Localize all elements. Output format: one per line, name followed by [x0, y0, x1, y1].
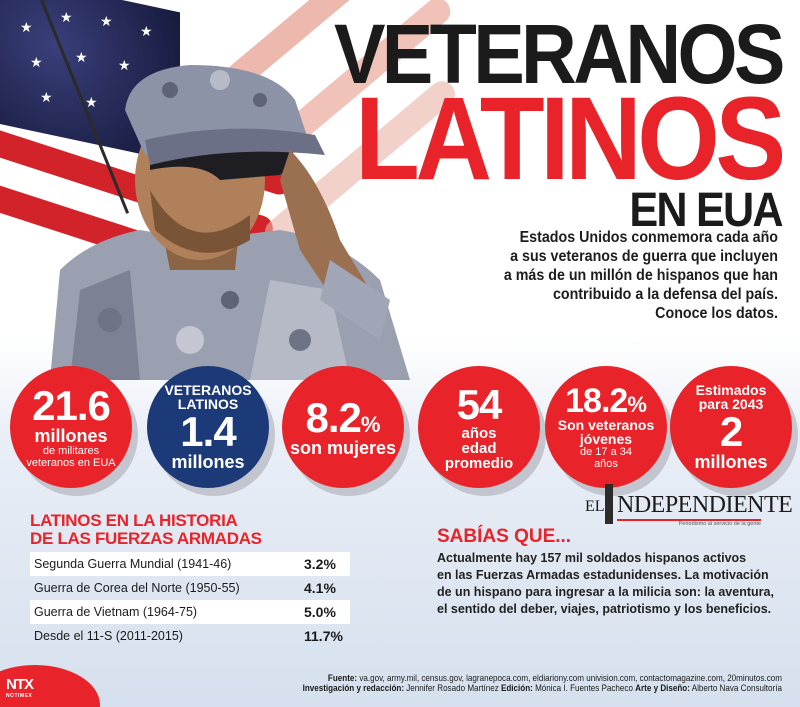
history-table: Segunda Guerra Mundial (1941-46) 3.2% Gu… [30, 552, 350, 648]
stat-young-veterans: 18.2% Son veteranos jóvenes de 17 a 34 a… [545, 366, 667, 488]
stat-estimate-2043: Estimados para 2043 2 millones [670, 366, 792, 488]
monument-icon [605, 484, 613, 524]
notimex-logo: NTX [6, 676, 34, 693]
title-line-1: VETERANOS [334, 7, 785, 101]
table-row: Guerra de Vietnam (1964-75) 5.0% [30, 600, 350, 624]
title-block: VETERANOS LATINOS EN EUA [295, 7, 786, 237]
stat-women: 8.2% son mujeres [282, 366, 404, 488]
history-title: LATINOS EN LA HISTORIA DE LAS FUERZAS AR… [30, 511, 262, 548]
soldier-saluting-illustration [50, 65, 410, 380]
title-line-2: LATINOS [355, 73, 786, 205]
el-independiente-logo: EL NDEPENDIENTE Periodismo al servicio d… [585, 484, 793, 528]
notimex-sub: NOTIMEX [6, 693, 33, 699]
table-row: Guerra de Corea del Norte (1950-55) 4.1% [34, 580, 336, 596]
authors-line: Investigación y redacción: Jennifer Rosa… [302, 683, 782, 694]
title-line-3: EN EUA [629, 184, 784, 237]
did-you-know-title: SABÍAS QUE... [437, 526, 572, 547]
table-row: Desde el 11-S (2011-2015) 11.7% [34, 628, 343, 644]
table-row: Segunda Guerra Mundial (1941-46) 3.2% [30, 552, 350, 576]
stat-latino-veterans: VETERANOS LATINOS 1.4 millones [147, 366, 269, 488]
history-section: LATINOS EN LA HISTORIA DE LAS FUERZAS AR… [30, 512, 350, 648]
did-you-know-section: SABÍAS QUE... Actualmente hay 157 mil so… [437, 527, 787, 618]
intro-paragraph: Estados Unidos conmemora cada año a sus … [503, 229, 778, 322]
hero-illustration: ★ ★ ★ ★ ★ ★ ★ ★ ★ [0, 0, 461, 380]
stat-total-veterans: 21.6 millones de militares veteranos en … [10, 366, 132, 488]
credits: Fuente: va.gov, army.mil, census.gov, la… [303, 674, 782, 694]
did-you-know-text: Actualmente hay 157 mil soldados hispano… [437, 551, 774, 616]
stat-average-age: 54 años edad promedio [418, 366, 540, 488]
sources-line: Fuente: va.gov, army.mil, census.gov, la… [327, 673, 782, 684]
stat-circles: 21.6 millones de militares veteranos en … [10, 366, 792, 496]
